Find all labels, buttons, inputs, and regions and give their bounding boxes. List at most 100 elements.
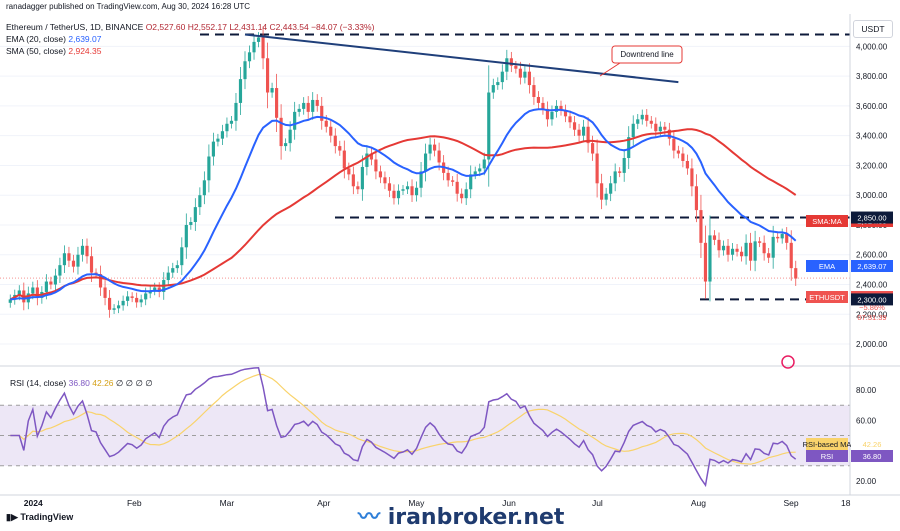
rsi-tag-value: 36.80 (863, 452, 882, 461)
time-tick-label: 18 (841, 498, 851, 508)
candle-body (645, 114, 649, 121)
candle-body (762, 242, 766, 254)
time-tick-label: May (408, 498, 425, 508)
candle-body (369, 153, 373, 160)
candle-body (658, 126, 662, 132)
candle-body (396, 190, 401, 199)
candle-body (685, 160, 689, 169)
candle-body (405, 186, 410, 190)
level-2850-value-bg (851, 211, 893, 224)
candle-body (383, 177, 387, 184)
rsi-tick-label: 80.00 (856, 386, 877, 395)
candle-body (640, 114, 644, 120)
candle-body (225, 123, 229, 132)
tradingview-logo[interactable]: ▮▶ TradingView (6, 512, 74, 522)
candle-body (247, 52, 252, 62)
trendline (244, 33, 679, 84)
trendline-label: Downtrend line (620, 50, 674, 59)
candle-body (320, 105, 324, 121)
price-tick-label: 3,200.00 (856, 161, 888, 170)
level-2850-value: 2,850.00 (857, 214, 886, 223)
candle-body (487, 92, 491, 160)
candle-body (76, 254, 80, 267)
symbol-header: Ethereum / TetherUS, 1D, BINANCE O2,527.… (6, 22, 374, 32)
candle-body (184, 224, 188, 248)
candle-body (694, 186, 699, 211)
candle-body (536, 96, 541, 103)
candle-body (478, 168, 482, 172)
candle-body (618, 171, 622, 173)
price-labels: SMA:MA2,924.35EMA2,639.07ETHUSDT2,443.54… (781, 211, 893, 462)
candle-body (604, 193, 608, 200)
candle-body (117, 305, 121, 309)
candle-body (85, 245, 89, 257)
currency-button[interactable]: USDT (853, 20, 893, 38)
candle-body (721, 245, 726, 251)
candle-body (297, 108, 301, 112)
price-tick-label: 4,000.00 (856, 42, 888, 51)
candle-body (586, 126, 590, 144)
candle-body (189, 222, 193, 225)
rsi-tag-value-bg (851, 450, 893, 462)
sma-legend[interactable]: SMA (50, close) 2,924.35 (6, 46, 102, 56)
candle-body (202, 180, 206, 196)
candle-body (473, 171, 477, 175)
candle-body (356, 186, 360, 190)
candle-body (311, 99, 315, 112)
candle-body (67, 253, 71, 261)
candle-body (306, 102, 310, 112)
time-tick-label: Mar (220, 498, 235, 508)
candle-body (351, 174, 355, 187)
candle-body (649, 120, 653, 124)
candle-body (482, 159, 486, 169)
candle-body (514, 65, 518, 69)
callout-pointer (599, 62, 621, 77)
rsima-tag-bg (806, 438, 848, 450)
candle-body (794, 268, 798, 279)
candle-body (559, 105, 563, 111)
eth-extra: 07:31:39 (857, 313, 886, 322)
trendline-callout (611, 45, 683, 64)
candle-body (581, 126, 586, 136)
candle-body (437, 150, 441, 163)
candle-body (428, 144, 432, 154)
rsi-legend[interactable]: RSI (14, close) 36.80 42.26 ∅ ∅ ∅ ∅ (10, 378, 153, 388)
candle-body (121, 300, 125, 306)
sma-line (9, 128, 797, 301)
rsi-tick-label: 60.00 (856, 416, 877, 425)
candle-body (541, 102, 545, 109)
candle-body (207, 156, 211, 181)
candle-body (451, 180, 455, 182)
candle-body (166, 272, 170, 281)
price-tick-label: 3,600.00 (856, 102, 888, 111)
candle-body (554, 105, 559, 112)
time-tick-label: Jun (502, 498, 516, 508)
candle-body (627, 137, 631, 158)
candle-body (681, 153, 685, 161)
brand-watermark: 〰 iranbroker.net (358, 505, 565, 530)
candle-body (491, 85, 495, 93)
candle-body (600, 183, 604, 200)
sma-tag-bg (806, 215, 848, 227)
candle-body (8, 299, 12, 303)
candle-body (338, 146, 342, 151)
downtrend-line: Downtrend line (244, 33, 683, 84)
price-tick-label: 3,000.00 (856, 191, 888, 200)
candle-body (753, 241, 757, 261)
candle-body (423, 153, 428, 172)
candle-body (171, 268, 175, 273)
candle-body (216, 138, 220, 142)
price-tick-label: 2,200.00 (856, 310, 888, 319)
candle-body (198, 195, 202, 208)
candle-body (595, 153, 599, 184)
eth-extra: −5.86% (859, 303, 885, 312)
candle-body (387, 183, 392, 191)
ema-tag-value: 2,639.07 (857, 262, 886, 271)
ema-tag-label: EMA (819, 262, 835, 271)
ema-legend[interactable]: EMA (20, close) 2,639.07 (6, 34, 102, 44)
indicator-lines (9, 108, 797, 301)
eth-tag-bg (806, 291, 848, 303)
candle-body (31, 287, 35, 294)
candle-body (103, 287, 107, 298)
